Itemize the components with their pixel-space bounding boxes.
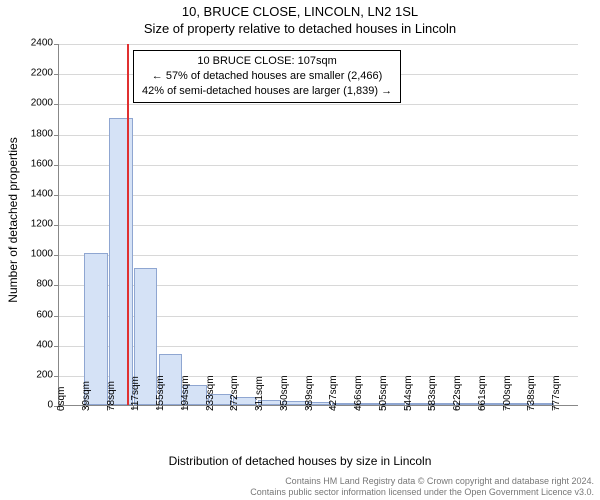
x-tick-label: 738sqm: [526, 375, 537, 411]
histogram-chart: 0200400600800100012001400160018002000220…: [58, 44, 578, 406]
y-axis-label: Number of detached properties: [6, 137, 20, 302]
page-title: 10, BRUCE CLOSE, LINCOLN, LN2 1SL: [0, 4, 600, 19]
x-tick-label: 0sqm: [56, 387, 67, 411]
y-tick-label: 2000: [31, 98, 59, 109]
x-tick-label: 544sqm: [403, 375, 414, 411]
x-tick-label: 661sqm: [477, 375, 488, 411]
y-tick-label: 2400: [31, 38, 59, 49]
page-subtitle: Size of property relative to detached ho…: [0, 21, 600, 36]
x-tick-label: 117sqm: [130, 376, 141, 411]
gridline: [59, 225, 578, 226]
y-tick-label: 1000: [31, 249, 59, 260]
x-tick-label: 777sqm: [551, 375, 562, 411]
x-tick-label: 466sqm: [353, 375, 364, 411]
y-tick-label: 1200: [31, 219, 59, 230]
x-tick-label: 39sqm: [81, 381, 92, 411]
y-tick-label: 1600: [31, 158, 59, 169]
x-tick-label: 155sqm: [155, 375, 166, 411]
y-tick-label: 2200: [31, 68, 59, 79]
gridline: [59, 255, 578, 256]
gridline: [59, 135, 578, 136]
x-tick-label: 622sqm: [452, 375, 463, 411]
x-tick-label: 194sqm: [180, 375, 191, 411]
y-tick-label: 800: [36, 279, 59, 290]
x-tick-label: 427sqm: [328, 375, 339, 411]
x-tick-label: 389sqm: [304, 375, 315, 411]
x-tick-label: 505sqm: [378, 375, 389, 411]
y-tick-label: 600: [36, 309, 59, 320]
x-tick-label: 233sqm: [205, 375, 216, 411]
y-tick-label: 1400: [31, 188, 59, 199]
info-box-line: 10 BRUCE CLOSE: 107sqm: [142, 54, 392, 69]
info-box-line: ← 57% of detached houses are smaller (2,…: [142, 69, 392, 84]
attribution-line: Contains HM Land Registry data © Crown c…: [250, 476, 594, 487]
x-tick-label: 583sqm: [427, 375, 438, 411]
gridline: [59, 44, 578, 45]
gridline: [59, 104, 578, 105]
x-tick-label: 350sqm: [279, 375, 290, 411]
y-tick-label: 1800: [31, 128, 59, 139]
x-tick-label: 311sqm: [254, 376, 265, 411]
gridline: [59, 195, 578, 196]
info-box: 10 BRUCE CLOSE: 107sqm← 57% of detached …: [133, 50, 401, 103]
attribution-line: Contains public sector information licen…: [250, 487, 594, 498]
y-tick-label: 400: [36, 339, 59, 350]
x-axis-label: Distribution of detached houses by size …: [0, 454, 600, 468]
subject-marker-line: [127, 44, 129, 405]
y-tick-label: 200: [36, 369, 59, 380]
x-tick-label: 78sqm: [106, 381, 117, 411]
x-tick-label: 272sqm: [229, 375, 240, 411]
attribution-text: Contains HM Land Registry data © Crown c…: [250, 476, 594, 498]
x-tick-label: 700sqm: [502, 375, 513, 411]
gridline: [59, 165, 578, 166]
info-box-line: 42% of semi-detached houses are larger (…: [142, 84, 392, 99]
